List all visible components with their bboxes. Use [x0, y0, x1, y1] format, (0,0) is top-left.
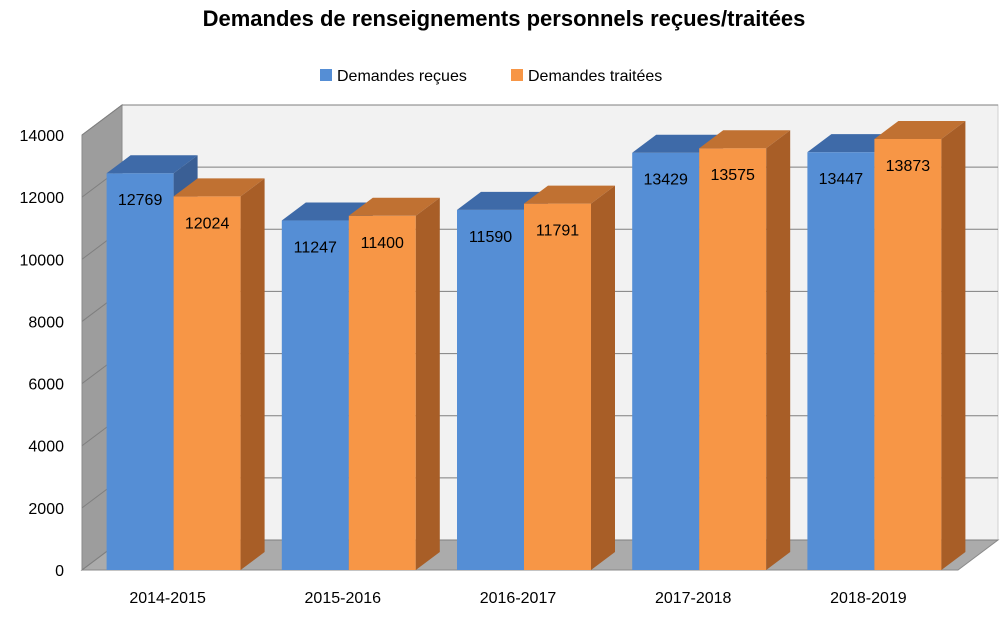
legend-swatch: [320, 69, 332, 81]
data-label: 11590: [469, 229, 512, 246]
y-tick-label: 0: [55, 563, 64, 580]
y-tick-label: 4000: [28, 439, 64, 456]
legend: Demandes reçues Demandes traitées: [320, 68, 662, 85]
bar-front: [699, 148, 767, 570]
bar-side: [240, 178, 265, 570]
bar-top: [106, 155, 198, 174]
y-tick-label: 8000: [28, 314, 64, 331]
bar-top: [699, 130, 791, 149]
bar-top: [524, 185, 615, 204]
bar: [699, 130, 791, 570]
y-tick-label: 10000: [20, 252, 65, 269]
y-tick-label: 12000: [20, 190, 65, 207]
data-label: 13575: [710, 167, 755, 184]
data-label: 12769: [118, 192, 163, 209]
x-tick-label: 2017-2018: [655, 590, 732, 607]
bar-side: [941, 120, 966, 570]
bar-top: [348, 197, 440, 216]
data-label: 11791: [536, 223, 579, 240]
data-label: 11400: [361, 235, 404, 252]
bar: [524, 185, 615, 570]
bar: [874, 120, 966, 570]
data-label: 13429: [643, 172, 688, 189]
bar-top: [173, 178, 265, 197]
bar-front: [874, 138, 942, 570]
legend-label: Demandes traitées: [528, 68, 662, 85]
data-label: 13447: [819, 171, 864, 188]
data-label: 12024: [185, 215, 230, 232]
legend-swatch: [511, 69, 523, 81]
bar-front: [281, 220, 349, 570]
bar-front: [632, 152, 700, 570]
y-tick-label: 2000: [28, 501, 64, 518]
legend-label: Demandes reçues: [337, 68, 467, 85]
bar-front: [106, 173, 174, 570]
data-label: 13873: [886, 158, 931, 175]
chart-title: Demandes de renseignements personnels re…: [202, 6, 806, 31]
y-axis: 0 2000 4000 6000 8000 10000 12000 14000: [20, 128, 65, 580]
data-label: 11247: [294, 240, 337, 257]
y-tick-label: 14000: [20, 128, 65, 145]
x-tick-label: 2016-2017: [480, 590, 557, 607]
bar-top: [874, 120, 966, 139]
bar-side: [766, 130, 791, 570]
bar-side: [591, 185, 615, 570]
bar-front: [524, 203, 591, 570]
bar-side: [415, 197, 440, 571]
x-tick-label: 2018-2019: [830, 590, 907, 607]
x-tick-label: 2015-2016: [305, 590, 382, 607]
bar: [173, 178, 265, 570]
x-tick-label: 2014-2015: [129, 590, 206, 607]
bars: [106, 120, 966, 571]
data-labels: 12769 12024 11247 11400 11590 11791 13429 13575…: [118, 158, 930, 257]
y-tick-label: 6000: [28, 377, 64, 394]
bar-front: [348, 215, 416, 571]
bar: [348, 197, 440, 571]
bar-front: [173, 196, 241, 570]
bar-front: [807, 152, 875, 570]
x-axis: 2014-2015 2015-2016 2016-2017 2017-2018 2018…: [129, 590, 906, 607]
bar-front: [457, 209, 524, 570]
gridline: [81, 104, 998, 136]
